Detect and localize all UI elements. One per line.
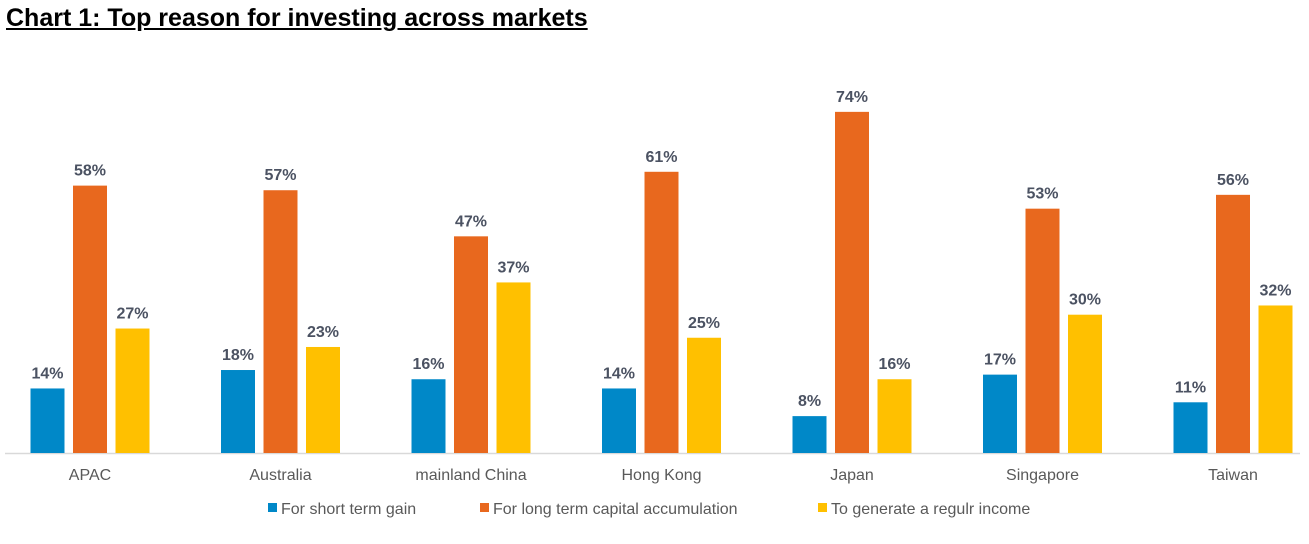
bar <box>496 282 531 453</box>
bar <box>687 337 721 453</box>
x-tick-label: Australia <box>249 467 311 484</box>
data-label: 16% <box>878 356 910 373</box>
data-label: 37% <box>497 259 529 276</box>
data-label: 57% <box>264 167 296 184</box>
data-label: 16% <box>412 356 444 373</box>
bar <box>115 328 150 453</box>
legend-label: For long term capital accumulation <box>493 501 738 518</box>
x-tick-label: Singapore <box>1006 467 1079 484</box>
x-tick-label: Japan <box>830 467 874 484</box>
data-label: 56% <box>1217 172 1249 189</box>
bar <box>1173 402 1208 453</box>
data-label: 30% <box>1069 292 1101 309</box>
bar <box>306 346 340 453</box>
data-label: 8% <box>798 393 821 410</box>
data-label: 32% <box>1259 282 1291 299</box>
bar <box>1025 208 1060 453</box>
legend-label: For short term gain <box>281 501 416 518</box>
legend-swatch <box>268 503 277 512</box>
data-label: 25% <box>688 315 720 332</box>
bar <box>877 379 912 453</box>
data-label: 74% <box>836 89 868 106</box>
bar <box>1068 314 1102 453</box>
data-label: 11% <box>1175 379 1206 396</box>
bar <box>1216 194 1250 453</box>
data-label: 47% <box>455 213 487 230</box>
bar <box>73 185 107 453</box>
legend-swatch <box>818 503 827 512</box>
chart-title: Chart 1: Top reason for investing across… <box>6 4 588 32</box>
bar <box>983 374 1017 453</box>
bar <box>644 171 679 454</box>
data-label: 17% <box>984 352 1016 369</box>
data-label: 58% <box>74 163 106 180</box>
x-tick-label: Taiwan <box>1208 467 1258 484</box>
x-tick-label: Hong Kong <box>621 467 701 484</box>
bar <box>1258 305 1293 453</box>
bar <box>221 370 255 453</box>
bar <box>454 236 488 453</box>
bar <box>792 416 827 453</box>
bar <box>30 388 65 453</box>
legend-label: To generate a regulr income <box>831 501 1030 518</box>
data-label: 27% <box>116 306 148 323</box>
data-label: 61% <box>645 149 677 166</box>
data-label: 53% <box>1026 186 1058 203</box>
bar <box>411 379 446 453</box>
x-tick-label: mainland China <box>415 467 526 484</box>
bar <box>263 190 298 454</box>
data-label: 14% <box>31 365 63 382</box>
data-label: 14% <box>603 365 635 382</box>
data-label: 18% <box>222 347 254 364</box>
data-label: 23% <box>307 324 339 341</box>
x-tick-label: APAC <box>69 467 111 484</box>
bar <box>602 388 636 453</box>
legend-swatch <box>480 503 489 512</box>
bar <box>835 111 869 454</box>
